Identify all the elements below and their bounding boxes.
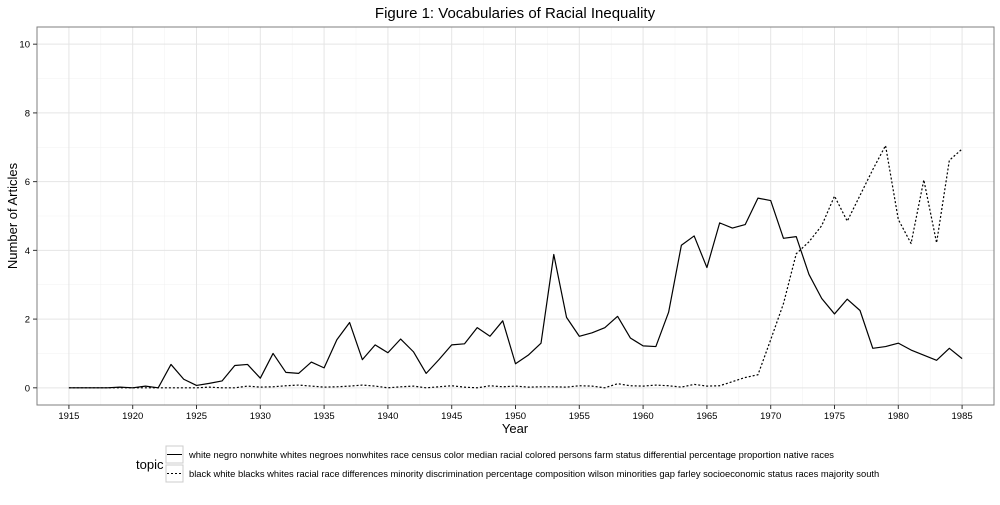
y-tick-label: 0 [25, 383, 30, 394]
series-line-1 [68, 197, 963, 389]
x-tick-label: 1955 [569, 411, 590, 422]
grid [37, 27, 994, 405]
x-tick-label: 1975 [824, 411, 845, 422]
legend-label-2: black white blacks whites racial race di… [189, 468, 879, 479]
y-tick-label: 4 [25, 246, 30, 257]
series-line-2 [68, 144, 963, 389]
x-tick-label: 1920 [122, 411, 143, 422]
x-tick-label: 1915 [58, 411, 79, 422]
x-tick-label: 1965 [696, 411, 717, 422]
x-tick-label: 1945 [441, 411, 462, 422]
y-tick-label: 6 [25, 177, 30, 188]
y-tick-label: 2 [25, 315, 30, 326]
x-tick-label: 1950 [505, 411, 526, 422]
legend-key-2 [165, 464, 184, 483]
axes: 1915 1920 1925 1930 1935 1940 1945 1950 1955 1960… [19, 40, 972, 422]
x-tick-label: 1985 [952, 411, 973, 422]
legend-title: topic [136, 457, 164, 472]
x-tick-label: 1925 [186, 411, 207, 422]
y-tick-label: 10 [19, 40, 30, 51]
x-tick-label: 1940 [377, 411, 398, 422]
y-tick-label: 8 [25, 108, 30, 119]
chart-title: Figure 1: Vocabularies of Racial Inequal… [375, 5, 656, 22]
legend-item-2: black white blacks whites racial race di… [165, 464, 879, 483]
x-tick-label: 1980 [888, 411, 909, 422]
x-tick-label: 1930 [250, 411, 271, 422]
y-axis-label: Number of Articles [5, 162, 20, 269]
series-layer [68, 144, 963, 389]
x-tick-label: 1970 [760, 411, 781, 422]
x-tick-label: 1935 [314, 411, 335, 422]
legend-label-1: white negro nonwhite whites negroes nonw… [188, 449, 834, 460]
x-tick-label: 1960 [633, 411, 654, 422]
legend-item-1: white negro nonwhite whites negroes nonw… [165, 445, 834, 464]
x-axis-label: Year [502, 421, 529, 436]
legend: topic white negro nonwhite whites negroe… [136, 445, 879, 483]
